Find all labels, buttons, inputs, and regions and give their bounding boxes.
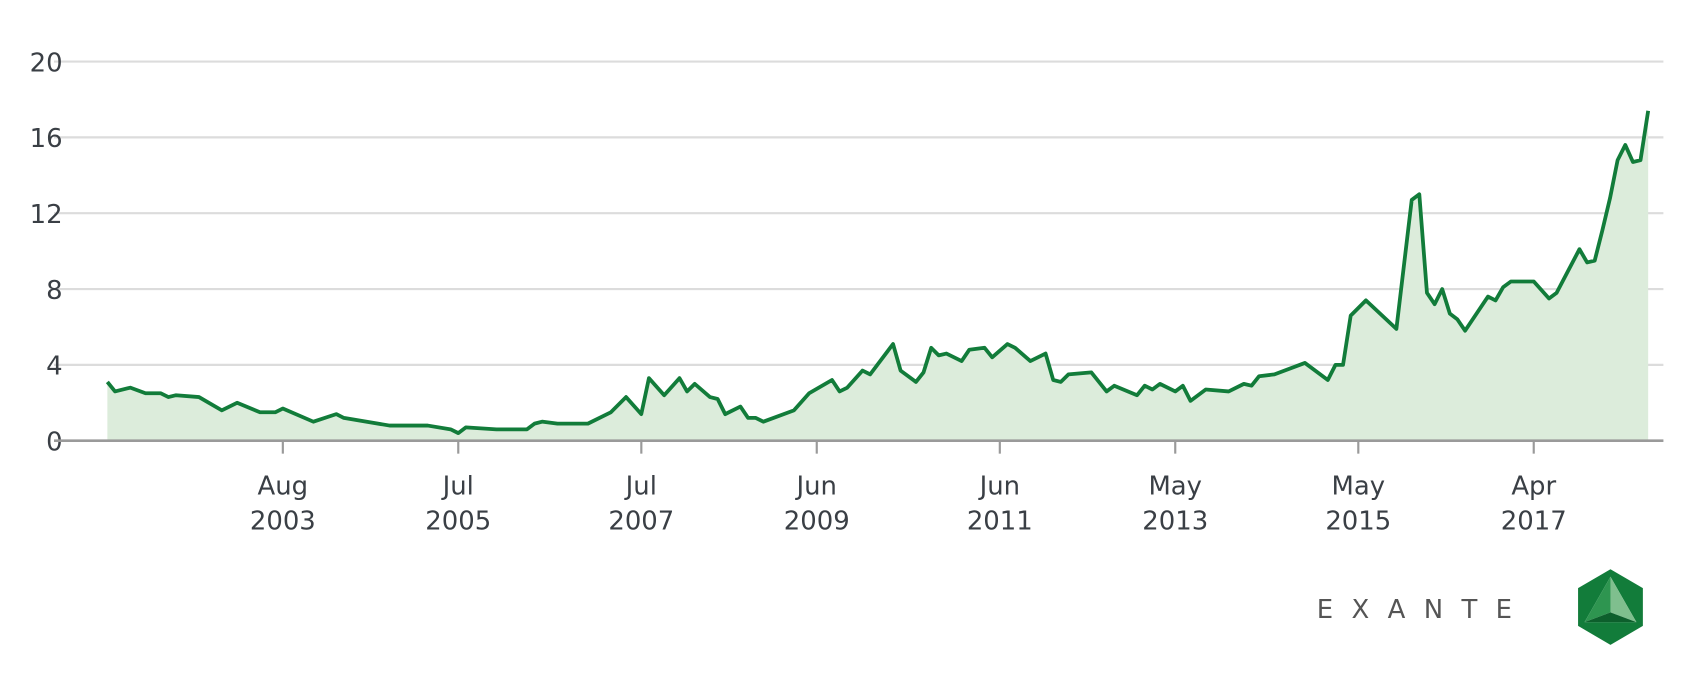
x-tick-label: 2013 <box>1142 506 1208 536</box>
plot: 0 4 8 12 16 20 Aug 2003 Jul 2005 Jul 2007 Jun 2009 Jun… <box>30 48 1664 536</box>
x-tick-label: 2009 <box>784 506 850 536</box>
x-tick-label: 2011 <box>967 506 1033 536</box>
x-tick-label: Aug <box>258 472 309 502</box>
x-tick-label: 2017 <box>1501 506 1567 536</box>
x-tick-label: 2015 <box>1325 506 1391 536</box>
brand: EXANTE <box>1317 595 1531 625</box>
y-tick-label: 12 <box>30 200 63 230</box>
y-tick-label: 20 <box>30 48 63 78</box>
y-tick-label: 8 <box>46 276 62 306</box>
area <box>107 110 1649 441</box>
line <box>105 110 1651 436</box>
x-tick-label: Apr <box>1511 472 1556 502</box>
y-tick-label: 16 <box>30 124 63 154</box>
x-tick-label: 2003 <box>250 506 316 536</box>
x-tick-label: Jun <box>795 472 837 502</box>
y-tick-label: 4 <box>46 352 62 382</box>
x-tick-label: Jun <box>978 472 1020 502</box>
x-tick-label: May <box>1148 472 1202 502</box>
x-tick-label: 2007 <box>608 506 674 536</box>
logo <box>1578 569 1643 645</box>
y-tick-label: 0 <box>46 427 62 457</box>
x-tick-label: May <box>1332 472 1386 502</box>
x-tick-label: 2005 <box>425 506 491 536</box>
x-tick-label: Jul <box>624 472 657 502</box>
x-tick-label: Jul <box>441 472 474 502</box>
